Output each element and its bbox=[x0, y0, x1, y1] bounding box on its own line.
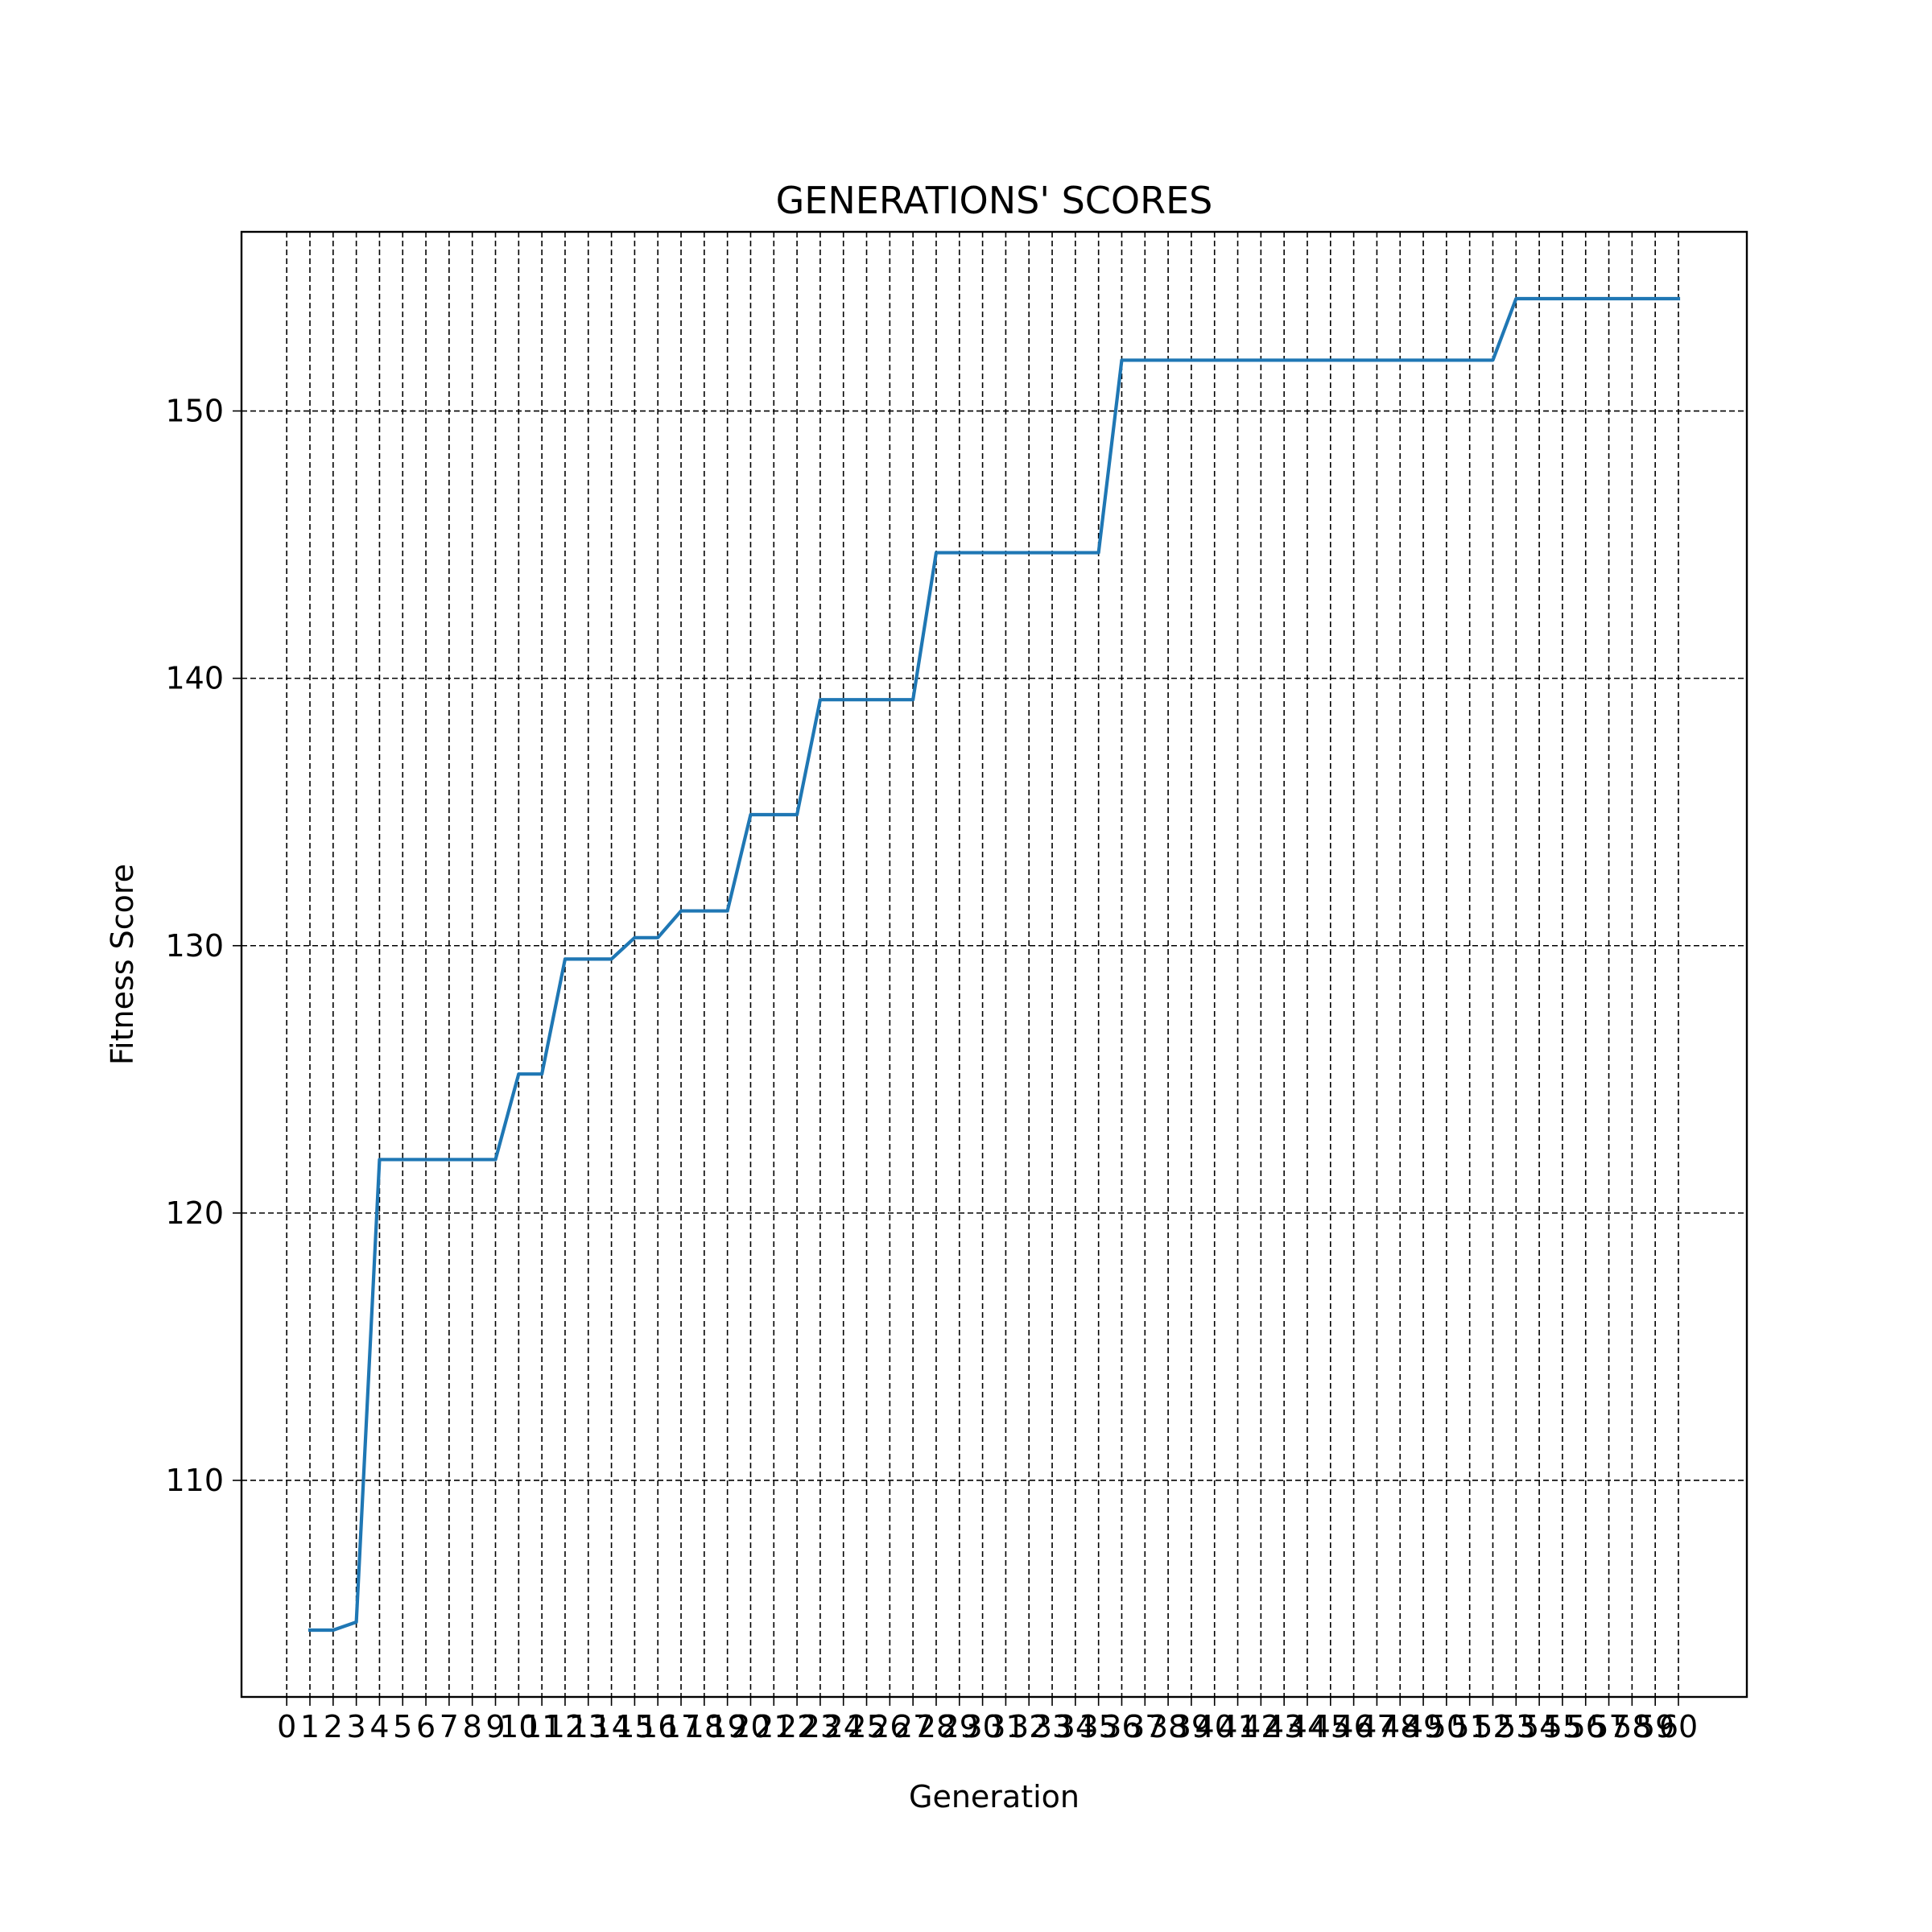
x-tick-label: 12 bbox=[546, 1709, 584, 1744]
x-tick-label: 30 bbox=[963, 1709, 1001, 1744]
y-tick-label: 120 bbox=[165, 1195, 224, 1231]
x-axis-ticks: 0 1 2 3 4 5 6 7 8 9101112131415161718192021222324… bbox=[277, 1697, 1698, 1744]
x-tick-label: 41 bbox=[1218, 1709, 1257, 1744]
x-tick-label: 4 bbox=[369, 1709, 389, 1744]
x-tick-label: 59 bbox=[1636, 1709, 1674, 1744]
x-tick-label: 34 bbox=[1056, 1709, 1095, 1744]
x-tick-label: 44 bbox=[1288, 1709, 1327, 1744]
x-tick-label: 20 bbox=[731, 1709, 770, 1744]
y-axis-ticks: 110 120 130 140 150 bbox=[165, 394, 242, 1498]
x-tick-label: 3 bbox=[347, 1709, 366, 1744]
x-tick-label: 26 bbox=[870, 1709, 909, 1744]
x-tick-label: 32 bbox=[1009, 1709, 1048, 1744]
series-line bbox=[308, 296, 1681, 1633]
x-tick-label: 55 bbox=[1543, 1709, 1582, 1744]
x-tick-label: 15 bbox=[615, 1709, 654, 1744]
x-tick-label: 31 bbox=[986, 1709, 1025, 1744]
x-tick-label: 28 bbox=[917, 1709, 956, 1744]
x-tick-label: 24 bbox=[824, 1709, 863, 1744]
x-tick-label: 19 bbox=[708, 1709, 746, 1744]
y-tick-label: 140 bbox=[165, 661, 224, 696]
x-tick-label: 14 bbox=[592, 1709, 630, 1744]
x-tick-label: 40 bbox=[1195, 1709, 1234, 1744]
chart-title: GENERATIONS' SCORES bbox=[776, 179, 1213, 222]
series-layer bbox=[308, 296, 1681, 1633]
x-tick-label: 42 bbox=[1241, 1709, 1280, 1744]
x-tick-label: 43 bbox=[1265, 1709, 1303, 1744]
x-tick-label: 52 bbox=[1473, 1709, 1512, 1744]
x-tick-label: 46 bbox=[1334, 1709, 1373, 1744]
x-tick-label: 13 bbox=[569, 1709, 608, 1744]
x-tick-label: 45 bbox=[1311, 1709, 1350, 1744]
x-tick-label: 37 bbox=[1125, 1709, 1164, 1744]
x-tick-label: 6 bbox=[416, 1709, 436, 1744]
x-tick-label: 50 bbox=[1427, 1709, 1466, 1744]
x-tick-label: 1 bbox=[300, 1709, 320, 1744]
x-tick-label: 5 bbox=[393, 1709, 412, 1744]
x-tick-label: 60 bbox=[1659, 1709, 1698, 1744]
x-tick-label: 58 bbox=[1612, 1709, 1651, 1744]
x-tick-label: 18 bbox=[685, 1709, 724, 1744]
x-tick-label: 36 bbox=[1102, 1709, 1141, 1744]
x-tick-label: 35 bbox=[1079, 1709, 1117, 1744]
x-tick-label: 51 bbox=[1450, 1709, 1488, 1744]
x-tick-label: 48 bbox=[1381, 1709, 1419, 1744]
x-tick-label: 29 bbox=[940, 1709, 979, 1744]
x-tick-label: 47 bbox=[1357, 1709, 1396, 1744]
x-tick-label: 25 bbox=[847, 1709, 886, 1744]
x-tick-label: 0 bbox=[277, 1709, 296, 1744]
x-tick-label: 17 bbox=[662, 1709, 700, 1744]
x-tick-label: 10 bbox=[499, 1709, 538, 1744]
grid-lines bbox=[242, 232, 1747, 1697]
x-tick-label: 2 bbox=[324, 1709, 343, 1744]
x-tick-label: 38 bbox=[1149, 1709, 1187, 1744]
x-tick-label: 53 bbox=[1496, 1709, 1535, 1744]
x-tick-label: 57 bbox=[1589, 1709, 1628, 1744]
x-tick-label: 22 bbox=[778, 1709, 816, 1744]
x-tick-label: 49 bbox=[1404, 1709, 1443, 1744]
x-axis-label: Generation bbox=[909, 1779, 1080, 1814]
y-tick-label: 110 bbox=[165, 1463, 224, 1498]
y-axis-label: Fitness Score bbox=[105, 864, 140, 1065]
x-tick-label: 54 bbox=[1520, 1709, 1558, 1744]
x-tick-label: 23 bbox=[801, 1709, 840, 1744]
x-tick-label: 27 bbox=[894, 1709, 932, 1744]
x-tick-label: 8 bbox=[463, 1709, 482, 1744]
x-tick-label: 56 bbox=[1567, 1709, 1605, 1744]
y-tick-label: 150 bbox=[165, 394, 224, 429]
y-tick-label: 130 bbox=[165, 928, 224, 964]
x-tick-label: 16 bbox=[638, 1709, 677, 1744]
x-tick-label: 39 bbox=[1172, 1709, 1211, 1744]
x-tick-label: 9 bbox=[485, 1709, 505, 1744]
plot-frame bbox=[240, 230, 1748, 1699]
x-tick-label: 21 bbox=[754, 1709, 793, 1744]
x-tick-label: 11 bbox=[522, 1709, 561, 1744]
x-tick-label: 33 bbox=[1033, 1709, 1071, 1744]
x-tick-label: 7 bbox=[440, 1709, 459, 1744]
